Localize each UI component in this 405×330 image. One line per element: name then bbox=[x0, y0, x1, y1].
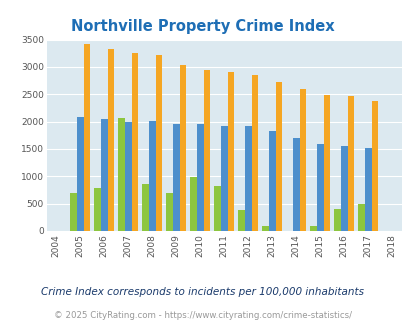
Bar bbox=[196, 124, 203, 231]
Bar bbox=[333, 209, 340, 231]
Bar bbox=[70, 193, 77, 231]
Bar bbox=[238, 210, 244, 231]
Bar bbox=[364, 148, 371, 231]
Bar bbox=[214, 186, 220, 231]
Bar bbox=[220, 126, 227, 231]
Bar bbox=[77, 117, 83, 231]
Bar bbox=[262, 225, 268, 231]
Bar bbox=[299, 89, 306, 231]
Bar bbox=[142, 184, 149, 231]
Bar bbox=[268, 131, 275, 231]
Bar bbox=[179, 65, 186, 231]
Bar bbox=[275, 82, 282, 231]
Bar bbox=[203, 70, 210, 231]
Bar bbox=[340, 146, 347, 231]
Bar bbox=[347, 96, 354, 231]
Text: Northville Property Crime Index: Northville Property Crime Index bbox=[71, 19, 334, 34]
Bar bbox=[83, 44, 90, 231]
Text: © 2025 CityRating.com - https://www.cityrating.com/crime-statistics/: © 2025 CityRating.com - https://www.city… bbox=[54, 311, 351, 320]
Bar bbox=[173, 124, 179, 231]
Bar bbox=[357, 204, 364, 231]
Bar bbox=[118, 118, 125, 231]
Bar bbox=[371, 101, 377, 231]
Bar bbox=[309, 225, 316, 231]
Legend: Northville Village, New York, National: Northville Village, New York, National bbox=[78, 328, 370, 330]
Bar bbox=[190, 178, 196, 231]
Bar bbox=[227, 72, 234, 231]
Bar bbox=[244, 126, 251, 231]
Bar bbox=[251, 75, 258, 231]
Bar bbox=[107, 50, 114, 231]
Bar bbox=[131, 53, 138, 231]
Bar bbox=[323, 95, 330, 231]
Bar bbox=[316, 144, 323, 231]
Bar bbox=[149, 121, 155, 231]
Bar bbox=[125, 122, 131, 231]
Bar bbox=[94, 188, 101, 231]
Bar bbox=[292, 138, 299, 231]
Bar bbox=[166, 193, 173, 231]
Bar bbox=[101, 119, 107, 231]
Text: Crime Index corresponds to incidents per 100,000 inhabitants: Crime Index corresponds to incidents per… bbox=[41, 287, 364, 297]
Bar bbox=[155, 55, 162, 231]
